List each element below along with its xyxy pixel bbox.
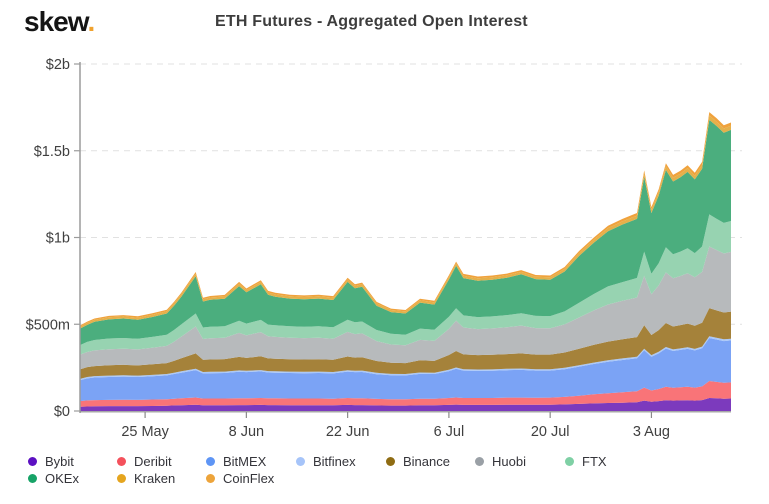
- legend-dot-huobi: [475, 457, 484, 466]
- legend-item-huobi[interactable]: Huobi: [475, 454, 526, 469]
- legend-item-bybit[interactable]: Bybit: [28, 454, 74, 469]
- legend-item-ftx[interactable]: FTX: [565, 454, 607, 469]
- area-ftx[interactable]: [80, 214, 731, 355]
- legend-dot-okex: [28, 474, 37, 483]
- legend-label: BitMEX: [223, 454, 267, 469]
- legend-label: Huobi: [492, 454, 526, 469]
- legend-dot-coinflex: [206, 474, 215, 483]
- legend-item-coinflex[interactable]: CoinFlex: [206, 471, 274, 486]
- legend-dot-bybit: [28, 457, 37, 466]
- legend-label: Binance: [403, 454, 450, 469]
- legend-dot-bitmex: [206, 457, 215, 466]
- legend-dot-deribit: [117, 457, 126, 466]
- skew-logo: skew.: [24, 6, 95, 38]
- area-bitfinex[interactable]: [80, 336, 731, 381]
- legend-item-binance[interactable]: Binance: [386, 454, 450, 469]
- skew-logo-text: skew: [24, 6, 88, 37]
- x-tick-label: 6 Jul: [434, 424, 465, 440]
- legend-item-deribit[interactable]: Deribit: [117, 454, 172, 469]
- legend-label: CoinFlex: [223, 471, 275, 486]
- legend-label: Bitfinex: [313, 454, 356, 469]
- legend-label: Kraken: [134, 471, 176, 486]
- legend-item-okex[interactable]: OKEx: [28, 471, 79, 486]
- y-tick-label: $1.5b: [34, 144, 70, 160]
- area-bitmex[interactable]: [80, 338, 731, 402]
- open-interest-chart[interactable]: $0 $500m $1b $1.5b $2b 25 May 8 Jun 22 Jun 6 Jul…: [0, 0, 769, 445]
- y-tick-label: $0: [54, 404, 70, 420]
- area-huobi[interactable]: [80, 246, 731, 370]
- skew-logo-dot: .: [87, 6, 95, 37]
- x-tick-label: 25 May: [121, 424, 169, 440]
- legend-item-kraken[interactable]: Kraken: [117, 471, 175, 486]
- y-tick-label: $500m: [26, 317, 70, 333]
- x-tick-label: 22 Jun: [326, 424, 370, 440]
- x-tick-label: 8 Jun: [229, 424, 264, 440]
- legend-label: Bybit: [45, 454, 74, 469]
- x-tick-label: 20 Jul: [531, 424, 570, 440]
- y-tick-label: $2b: [46, 57, 70, 73]
- legend-item-bitmex[interactable]: BitMEX: [206, 454, 266, 469]
- legend-label: Deribit: [134, 454, 172, 469]
- legend-dot-kraken: [117, 474, 126, 483]
- legend-label: FTX: [582, 454, 607, 469]
- legend-dot-ftx: [565, 457, 574, 466]
- y-tick-label: $1b: [46, 231, 70, 247]
- legend-dot-bitfinex: [296, 457, 305, 466]
- legend-dot-binance: [386, 457, 395, 466]
- area-deribit[interactable]: [80, 381, 731, 407]
- area-bybit[interactable]: [80, 398, 731, 411]
- legend-label: OKEx: [45, 471, 79, 486]
- area-okex[interactable]: [80, 119, 731, 346]
- chart-title: ETH Futures - Aggregated Open Interest: [215, 13, 528, 30]
- x-tick-label: 3 Aug: [633, 424, 670, 440]
- legend-item-bitfinex[interactable]: Bitfinex: [296, 454, 356, 469]
- stacked-area-chart-svg[interactable]: $0 $500m $1b $1.5b $2b 25 May 8 Jun 22 Jun 6 Jul…: [0, 0, 769, 445]
- area-binance[interactable]: [80, 308, 731, 379]
